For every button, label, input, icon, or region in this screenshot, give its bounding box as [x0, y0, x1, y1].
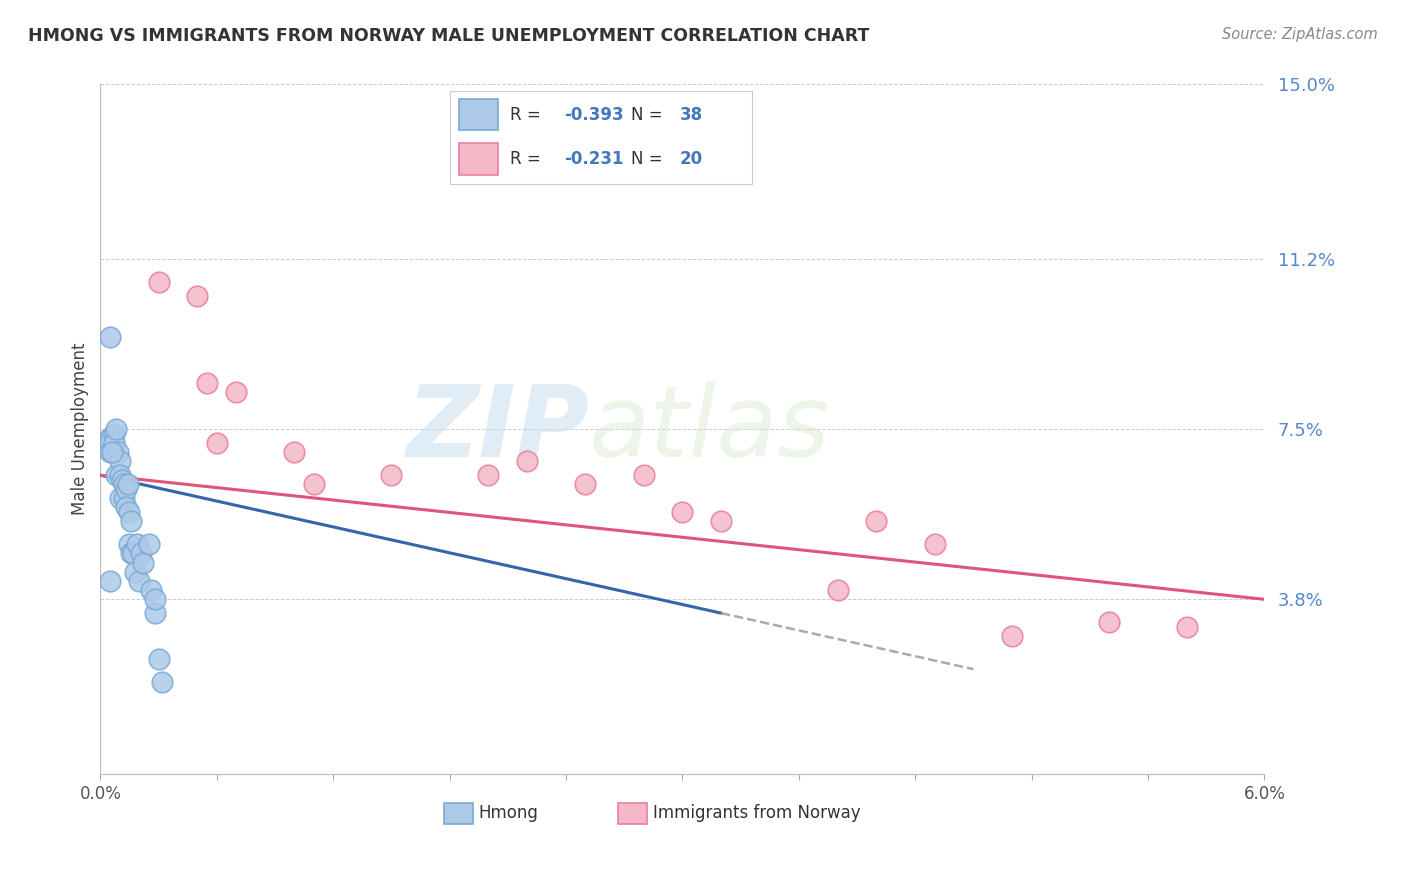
Point — [127, 537, 149, 551]
Point — [114, 482, 136, 496]
Point — [114, 500, 136, 515]
Point — [148, 275, 170, 289]
Point — [143, 592, 166, 607]
Point — [107, 445, 129, 459]
Point — [124, 565, 146, 579]
Point — [477, 468, 499, 483]
Point — [108, 454, 131, 468]
Point — [128, 574, 150, 588]
Point — [152, 675, 174, 690]
Point — [671, 505, 693, 519]
Point — [380, 468, 402, 483]
Text: HMONG VS IMMIGRANTS FROM NORWAY MALE UNEMPLOYMENT CORRELATION CHART: HMONG VS IMMIGRANTS FROM NORWAY MALE UNE… — [28, 27, 869, 45]
Point — [283, 445, 305, 459]
Point — [98, 330, 121, 344]
Point — [143, 606, 166, 620]
Point — [98, 432, 121, 446]
Point — [1001, 629, 1024, 643]
Point — [98, 445, 121, 459]
Point — [120, 514, 142, 528]
Text: Hmong: Hmong — [478, 805, 538, 822]
Point — [148, 652, 170, 666]
Point — [225, 385, 247, 400]
Point — [98, 574, 121, 588]
Point — [118, 537, 141, 551]
Point — [98, 436, 121, 450]
Point — [129, 546, 152, 560]
Point — [132, 556, 155, 570]
Point — [103, 426, 125, 441]
Point — [574, 477, 596, 491]
Point — [104, 422, 127, 436]
Point — [112, 477, 135, 491]
Point — [112, 491, 135, 506]
Point — [120, 546, 142, 560]
Point — [108, 468, 131, 483]
Point — [827, 583, 849, 598]
Point — [117, 477, 139, 491]
Text: ZIP: ZIP — [406, 381, 589, 478]
Point — [98, 432, 121, 446]
Point — [516, 454, 538, 468]
Point — [865, 514, 887, 528]
Point — [710, 514, 733, 528]
Point — [139, 583, 162, 598]
Point — [205, 436, 228, 450]
Text: Immigrants from Norway: Immigrants from Norway — [654, 805, 860, 822]
Point — [633, 468, 655, 483]
Point — [103, 436, 125, 450]
Point — [195, 376, 218, 391]
Point — [302, 477, 325, 491]
Point — [186, 289, 208, 303]
Point — [118, 505, 141, 519]
Point — [924, 537, 946, 551]
Point — [104, 468, 127, 483]
Point — [108, 491, 131, 506]
FancyBboxPatch shape — [619, 803, 648, 823]
Point — [1098, 615, 1121, 630]
Point — [103, 436, 125, 450]
FancyBboxPatch shape — [444, 803, 472, 823]
Point — [111, 473, 134, 487]
Point — [1175, 620, 1198, 634]
Y-axis label: Male Unemployment: Male Unemployment — [72, 343, 89, 516]
Text: Source: ZipAtlas.com: Source: ZipAtlas.com — [1222, 27, 1378, 42]
Point — [101, 445, 124, 459]
Point — [138, 537, 160, 551]
Text: atlas: atlas — [589, 381, 831, 478]
Point — [122, 546, 145, 560]
